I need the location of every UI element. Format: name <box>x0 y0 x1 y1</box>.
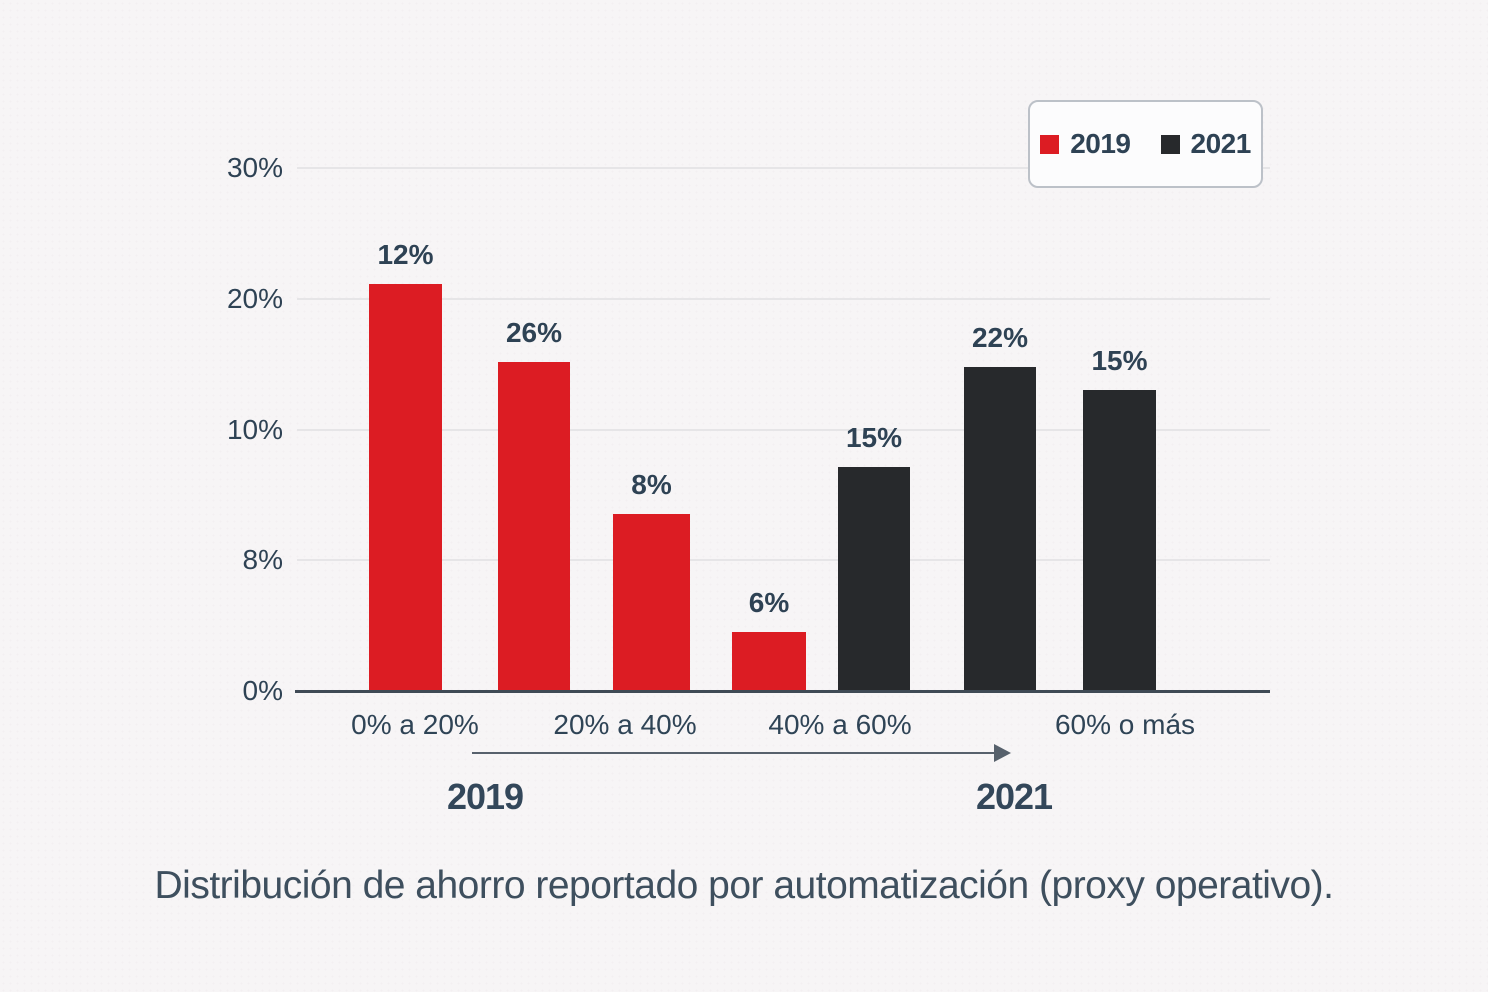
legend-swatch-icon <box>1160 134 1180 154</box>
bar-2021-4 <box>838 467 910 691</box>
timeline-arrow-head-icon <box>994 744 1011 762</box>
bar-value-label: 22% <box>971 322 1029 353</box>
bar-value-label: 12% <box>377 239 434 270</box>
y-tick-label: 30% <box>226 152 283 183</box>
timeline-end-label: 2021 <box>975 776 1053 817</box>
timeline-arrow-line <box>472 752 996 754</box>
legend-swatch-icon <box>1040 134 1060 154</box>
y-tick-label: 0% <box>242 675 283 706</box>
gridline <box>297 559 1270 561</box>
bar-2021-6 <box>1083 390 1156 691</box>
x-category-label: 0% a 20% <box>351 709 479 740</box>
y-tick-label: 8% <box>242 544 283 575</box>
timeline-start-label: 2019 <box>446 776 524 817</box>
y-tick-label: 20% <box>226 283 283 314</box>
bar-value-label: 8% <box>631 469 672 500</box>
bar-2019-1 <box>498 362 570 691</box>
bar-value-label: 6% <box>748 587 790 618</box>
bar-value-label: 15% <box>845 422 903 453</box>
x-category-label: 40% a 60% <box>768 709 912 740</box>
gridline <box>297 167 1270 169</box>
chart-caption: Distribución de ahorro reportado por aut… <box>154 864 1334 907</box>
x-category-label: 20% a 40% <box>553 709 697 740</box>
x-axis-line <box>295 690 1270 693</box>
legend: 2019 2021 <box>1028 100 1263 188</box>
legend-item-2021: 2021 <box>1160 128 1252 160</box>
y-tick-label: 10% <box>226 414 283 445</box>
gridline <box>297 429 1270 431</box>
gridline <box>297 298 1270 300</box>
legend-label: 2021 <box>1190 128 1252 159</box>
bar-2019-3 <box>732 632 806 691</box>
bar-value-label: 15% <box>1091 345 1148 376</box>
bar-2019-0 <box>369 284 442 691</box>
legend-label: 2019 <box>1070 128 1131 159</box>
legend-item-2019: 2019 <box>1040 128 1131 160</box>
x-category-label: 60% o más <box>1054 709 1196 740</box>
bar-2021-5 <box>964 367 1036 691</box>
bar-value-label: 26% <box>505 317 563 348</box>
bar-2019-2 <box>613 514 690 691</box>
